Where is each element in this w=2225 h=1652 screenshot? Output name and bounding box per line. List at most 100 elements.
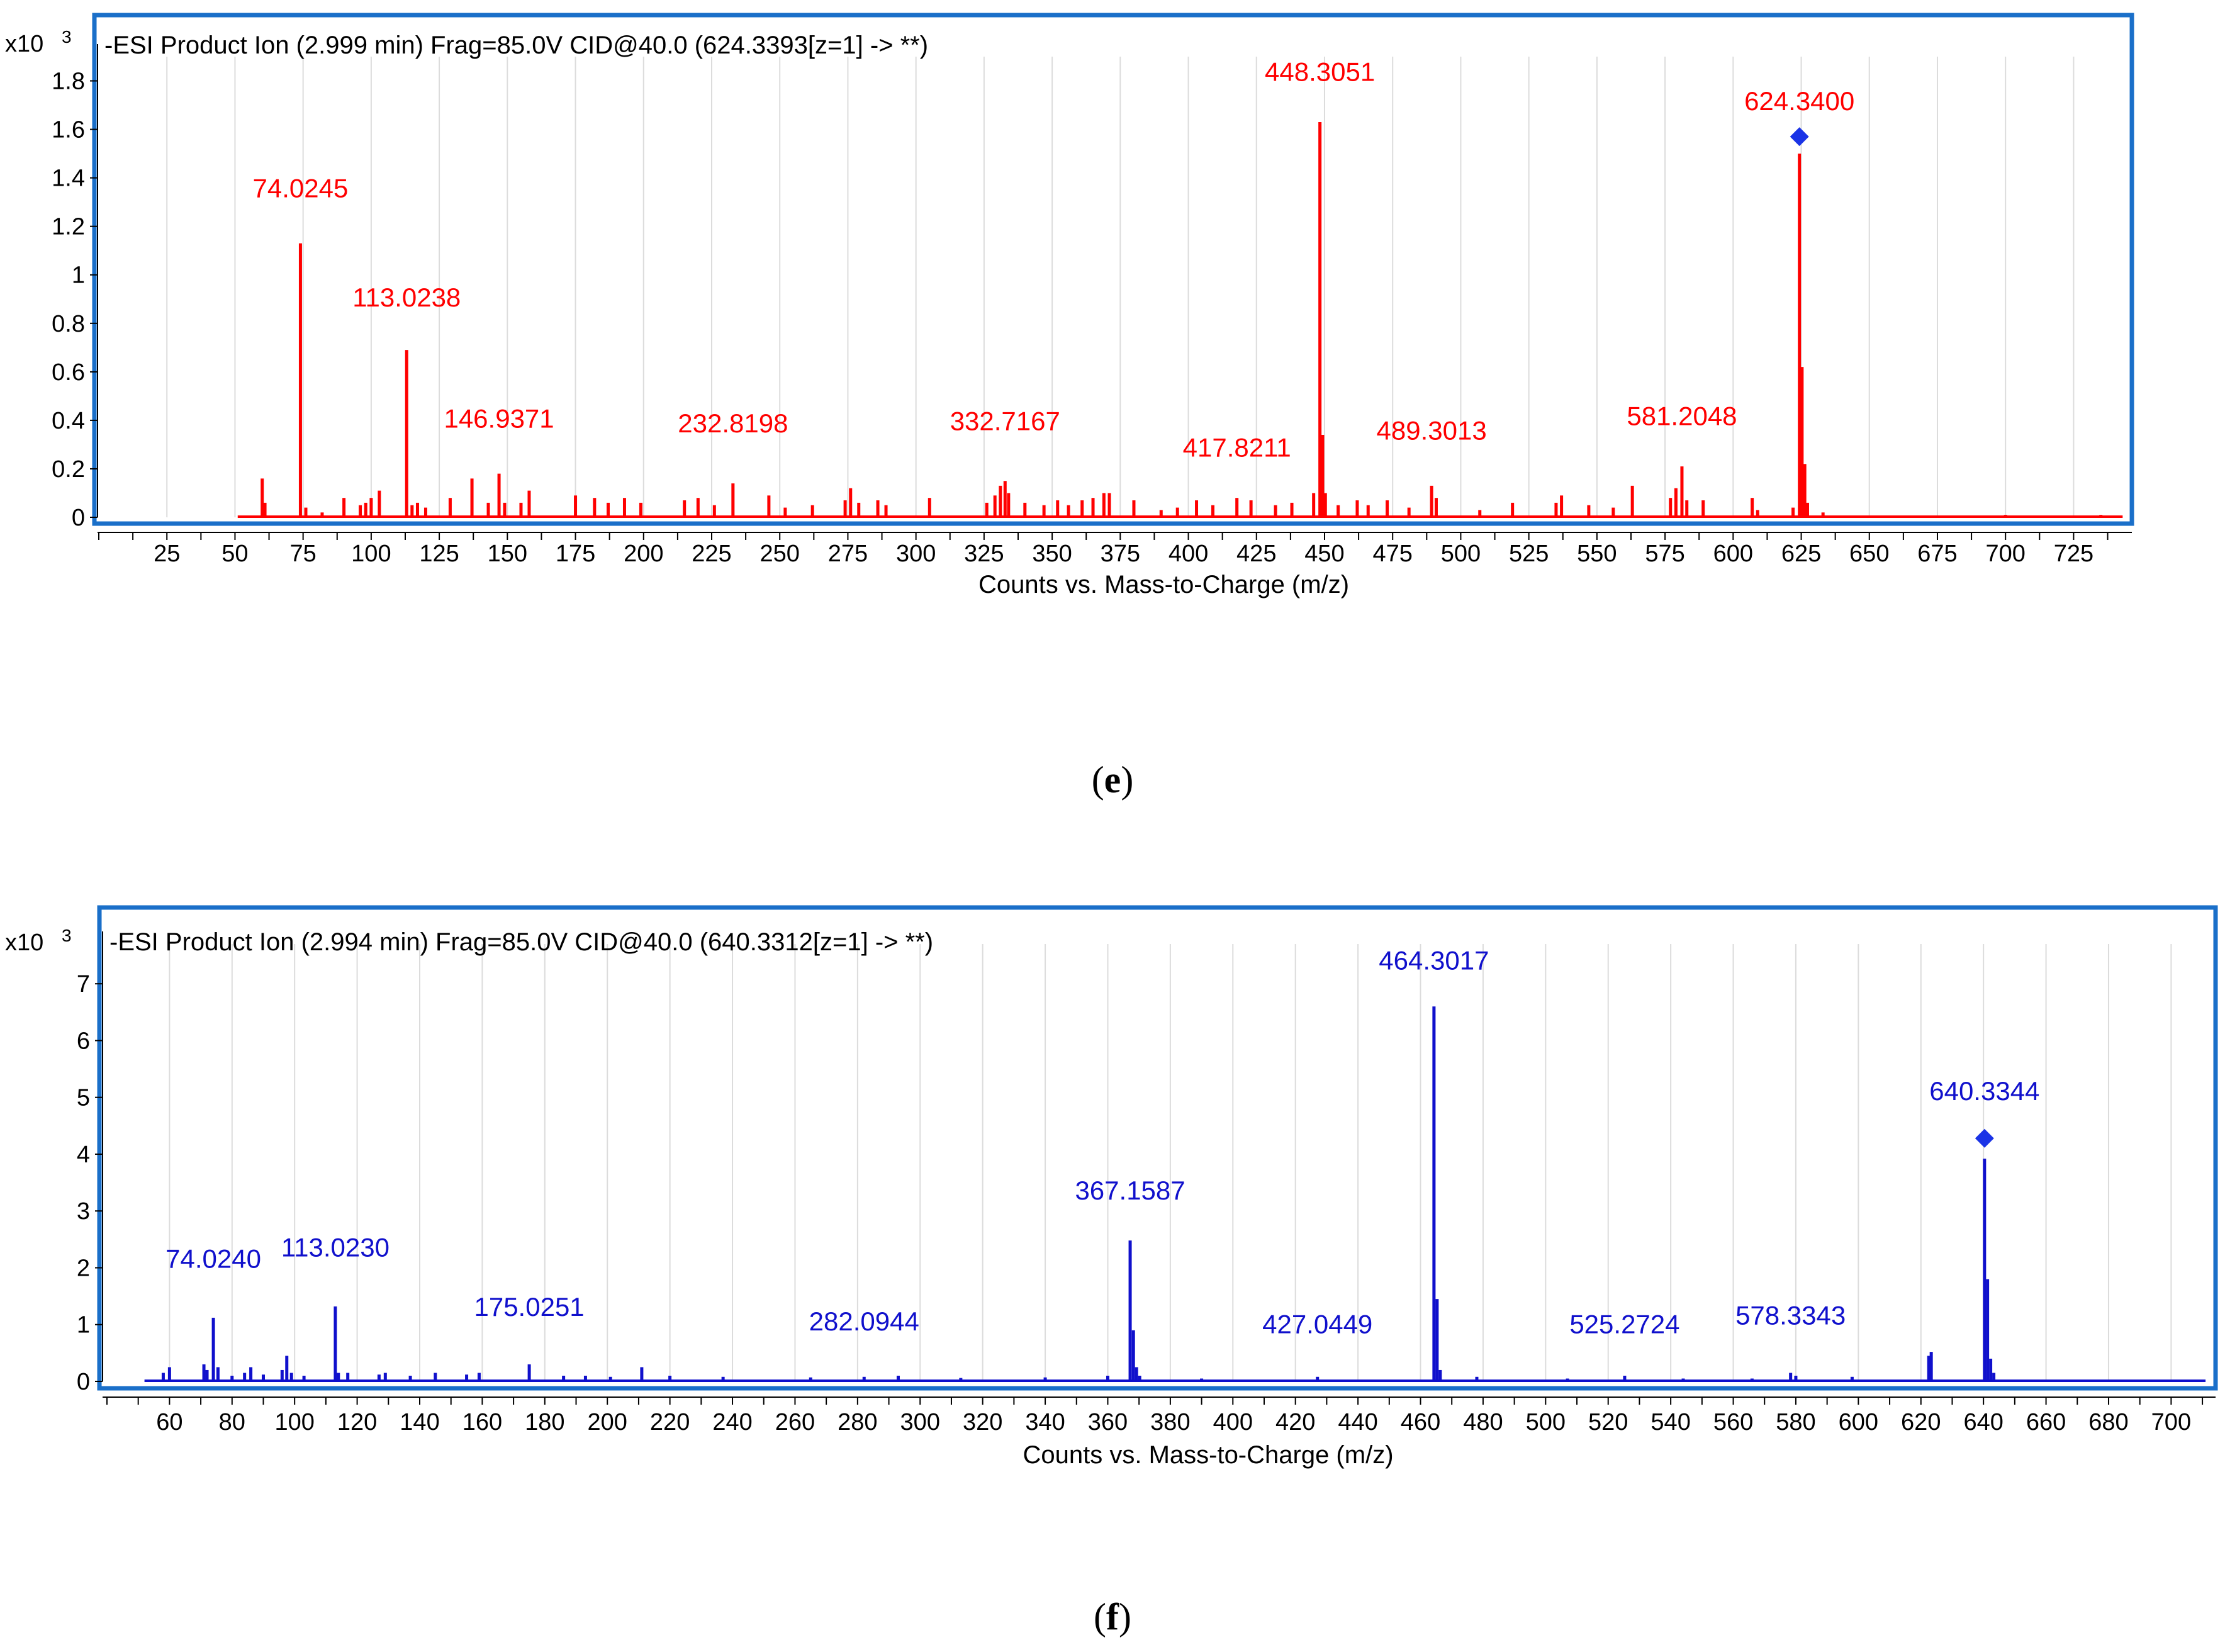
x-tick-label-f-10: 260 — [775, 1409, 815, 1436]
peak-annotation-f-8: 578.3343 — [1735, 1301, 1846, 1330]
precursor-marker-f — [1975, 1128, 1994, 1148]
x-tick-label-f-24: 540 — [1651, 1409, 1690, 1436]
y-tick-label-e-4: 0.8 — [52, 311, 85, 337]
x-tick-label-f-13: 320 — [963, 1409, 1002, 1436]
x-tick-label-f-14: 340 — [1025, 1409, 1065, 1436]
x-tick-label-e-5: 150 — [488, 541, 527, 567]
peak-annotation-e-2: 146.9371 — [444, 403, 554, 433]
x-tick-label-f-30: 660 — [2026, 1409, 2066, 1436]
peak-annotation-f-5: 427.0449 — [1262, 1309, 1372, 1339]
x-tick-label-e-22: 575 — [1645, 541, 1684, 567]
caption-f: (f) — [1094, 1596, 1131, 1638]
x-tick-label-f-25: 560 — [1713, 1409, 1753, 1436]
x-tick-label-f-15: 360 — [1088, 1409, 1128, 1436]
peak-annotation-f-3: 282.0944 — [809, 1306, 919, 1336]
scale-label-f: x10 — [5, 930, 43, 956]
peak-annotation-e-8: 581.2048 — [1627, 402, 1737, 431]
peak-annotation-e-0: 74.0245 — [253, 173, 349, 203]
spectrum-panel-f: 0 1 2 3 4 5 6 7 60 80 100 120 140 160 180 200 220 240 260 2… — [0, 900, 2225, 1529]
x-tick-label-f-1: 80 — [219, 1409, 245, 1436]
x-tick-label-e-15: 400 — [1169, 541, 1208, 567]
peak-annotation-f-6: 464.3017 — [1379, 946, 1489, 975]
y-tick-label-f-4: 4 — [77, 1142, 90, 1168]
x-tick-label-f-26: 580 — [1776, 1409, 1815, 1436]
x-tick-label-f-11: 280 — [838, 1409, 877, 1436]
peak-annotation-f-4: 367.1587 — [1075, 1176, 1185, 1205]
x-axis-label-e: Counts vs. Mass-to-Charge (m/z) — [978, 571, 1349, 598]
x-tick-label-f-0: 60 — [156, 1409, 182, 1436]
x-tick-label-e-24: 625 — [1781, 541, 1821, 567]
x-tick-label-e-9: 250 — [760, 541, 800, 567]
spectrum-panel-e: 0 0.2 0.4 0.6 0.8 1 1.2 1.4 1.6 1.8 25 50 75 100 125 15… — [0, 0, 2225, 629]
y-tick-label-f-6: 6 — [77, 1028, 90, 1054]
y-tick-label-e-9: 1.8 — [52, 69, 85, 95]
x-tick-label-e-21: 550 — [1577, 541, 1617, 567]
x-tick-label-e-25: 650 — [1849, 541, 1889, 567]
y-tick-label-e-3: 0.6 — [52, 359, 85, 386]
y-tick-label-e-1: 0.2 — [52, 456, 85, 483]
x-tick-label-f-4: 140 — [400, 1409, 439, 1436]
x-tick-label-f-6: 180 — [525, 1409, 564, 1436]
plot-frame-e — [92, 13, 2134, 526]
peak-annotation-f-2: 175.0251 — [474, 1292, 584, 1322]
caption-e: (e) — [1091, 759, 1134, 801]
y-tick-label-e-7: 1.4 — [52, 166, 85, 192]
x-tick-label-f-16: 380 — [1150, 1409, 1190, 1436]
caption-e-letter: e — [1104, 759, 1121, 801]
x-tick-label-f-2: 100 — [274, 1409, 314, 1436]
plot-frame-f — [97, 905, 2218, 1391]
x-tick-label-e-8: 225 — [692, 541, 731, 567]
peak-annotation-e-3: 232.8198 — [678, 408, 788, 438]
x-tick-label-e-0: 25 — [154, 541, 180, 567]
peak-annotation-e-7: 489.3013 — [1377, 416, 1487, 446]
x-tick-label-e-3: 100 — [351, 541, 391, 567]
x-tick-label-e-10: 275 — [828, 541, 868, 567]
spectrum-chart-f: 0 1 2 3 4 5 6 7 60 80 100 120 140 160 180 200 220 240 260 2… — [5, 905, 2218, 1469]
x-tick-label-f-23: 520 — [1588, 1409, 1628, 1436]
x-tick-label-e-26: 675 — [1917, 541, 1957, 567]
x-tick-label-e-28: 725 — [2054, 541, 2093, 567]
x-tick-label-f-18: 420 — [1275, 1409, 1315, 1436]
x-tick-label-e-13: 350 — [1032, 541, 1072, 567]
peak-annotation-e-4: 332.7167 — [950, 406, 1060, 435]
x-tick-label-f-17: 400 — [1213, 1409, 1253, 1436]
x-tick-label-e-2: 75 — [290, 541, 317, 567]
y-tick-label-f-2: 2 — [77, 1255, 90, 1281]
x-axis-label-f: Counts vs. Mass-to-Charge (m/z) — [1023, 1441, 1393, 1469]
x-tick-label-f-32: 700 — [2151, 1409, 2191, 1436]
peak-annotation-f-9: 640.3344 — [1929, 1076, 2039, 1106]
chart-title-f: -ESI Product Ion (2.994 min) Frag=85.0V … — [109, 928, 933, 956]
y-tick-label-e-5: 1 — [72, 262, 85, 289]
scale-label-e: x10 — [5, 31, 43, 57]
y-tick-label-f-7: 7 — [77, 971, 90, 997]
x-tick-label-e-16: 425 — [1236, 541, 1276, 567]
y-tick-label-f-1: 1 — [77, 1312, 90, 1339]
peak-annotation-f-7: 525.2724 — [1569, 1309, 1679, 1339]
x-tick-label-e-4: 125 — [419, 541, 459, 567]
x-tick-label-e-14: 375 — [1101, 541, 1140, 567]
chart-title-e: -ESI Product Ion (2.999 min) Frag=85.0V … — [104, 31, 928, 59]
y-tick-label-e-2: 0.4 — [52, 408, 85, 434]
x-tick-label-f-20: 460 — [1401, 1409, 1440, 1436]
x-tick-label-e-19: 500 — [1441, 541, 1481, 567]
x-tick-label-e-11: 300 — [896, 541, 936, 567]
scale-exponent-e: 3 — [62, 27, 72, 47]
x-tick-label-e-17: 450 — [1304, 541, 1344, 567]
peak-annotation-e-6: 448.3051 — [1265, 57, 1375, 87]
x-tick-label-f-8: 220 — [650, 1409, 690, 1436]
x-tick-label-e-1: 50 — [221, 541, 248, 567]
spectrum-chart-e: 0 0.2 0.4 0.6 0.8 1 1.2 1.4 1.6 1.8 25 50 75 100 125 15… — [5, 13, 2134, 598]
x-tick-label-e-23: 600 — [1713, 541, 1753, 567]
peak-annotation-e-9: 624.3400 — [1744, 86, 1854, 116]
x-tick-label-f-31: 680 — [2088, 1409, 2128, 1436]
x-tick-label-e-27: 700 — [1985, 541, 2025, 567]
x-tick-label-f-7: 200 — [588, 1409, 627, 1436]
x-tick-label-f-19: 440 — [1338, 1409, 1377, 1436]
y-tick-label-f-5: 5 — [77, 1085, 90, 1111]
y-tick-label-e-6: 1.2 — [52, 214, 85, 240]
precursor-marker-e — [1790, 127, 1809, 147]
peak-annotation-e-5: 417.8211 — [1183, 433, 1291, 463]
y-tick-label-e-8: 1.6 — [52, 117, 85, 143]
x-tick-label-e-7: 200 — [624, 541, 663, 567]
y-tick-label-f-0: 0 — [77, 1369, 90, 1395]
